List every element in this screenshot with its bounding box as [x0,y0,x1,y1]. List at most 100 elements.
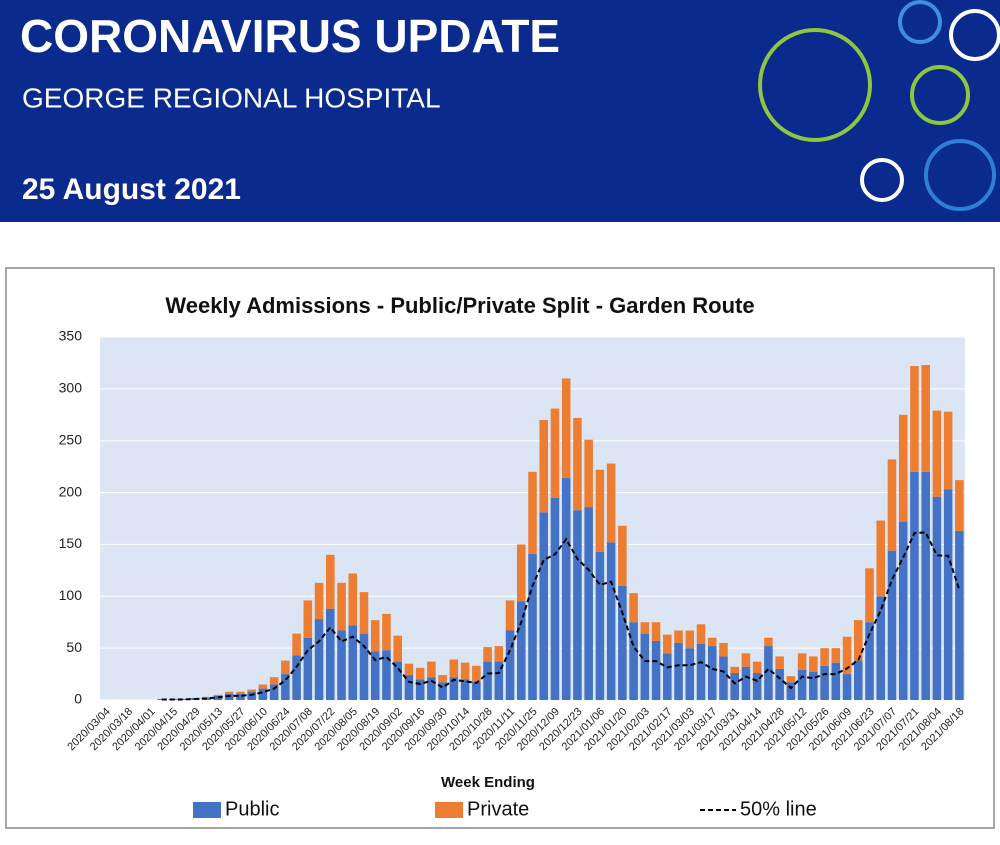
bar-segment [674,642,683,700]
bar-segment [202,696,211,698]
bar-segment [910,366,919,472]
bar-segment [550,497,560,700]
bar-segment [932,496,942,700]
bar-segment [663,634,672,654]
bar-segment [887,459,897,551]
bar-segment [337,630,346,700]
legend-label: Private [467,798,529,820]
bar-segment [820,648,829,666]
bar-segment [269,677,279,685]
bar-segment [516,601,526,700]
bar-segment [887,550,897,700]
bar-segment [449,677,459,700]
y-tick-label: 50 [66,639,82,655]
bar-segment [258,688,268,700]
bar-segment [427,677,436,700]
bar-segment [393,661,402,700]
bar-segment [820,665,829,700]
bar-segment [370,620,380,652]
bar-segment [831,648,841,663]
bar-segment [606,463,616,543]
bar-segment [921,471,930,700]
bar-segment [831,662,841,700]
bar-segment [326,554,335,609]
bar-segment [629,622,638,700]
x-axis-title: Week Ending [441,774,535,791]
bar-segment [696,624,706,644]
header-band [0,0,1000,222]
bar-segment [775,656,784,669]
bar-segment [281,660,290,675]
bar-segment [438,682,447,700]
bar-segment [303,600,313,638]
line-series [161,531,961,701]
bar-segment [314,619,324,700]
bar-segment [573,417,582,511]
bar-segment [741,666,751,700]
bar-segment [247,689,256,692]
bar-segment [663,653,672,700]
bar-segment [707,637,717,647]
bar-segment [528,471,537,554]
bar-segment [865,622,874,700]
bar-segment [898,521,908,700]
bar-segment [539,419,549,513]
bar-segment [764,637,773,647]
bar-segment [955,530,964,700]
bar-segment [921,365,930,472]
bar-segment [472,665,481,682]
bar-segment [752,661,762,674]
y-tick-label: 150 [59,535,83,551]
bar-segment [224,693,234,700]
bar-segment [640,633,650,700]
bar-segment [157,698,167,700]
y-tick-label: 300 [59,380,83,396]
bar-segment [359,633,369,700]
bar-segment [281,674,290,700]
chart-title: Weekly Admissions - Public/Private Split… [165,293,754,318]
bar-segment [764,646,773,700]
bar-segment [561,478,571,700]
bar-segment [348,625,358,700]
virus-decoration [758,0,1000,211]
bar-segment [528,553,537,700]
bar-segment [269,684,279,700]
bar-segment [494,661,504,700]
bar-segment [685,630,695,649]
bar-segment [224,691,234,694]
bar-segment [573,510,582,700]
bar-segment [303,637,313,700]
bar-segment [382,650,391,700]
bar-segment [236,693,245,700]
bar-segment [247,691,256,700]
bar-segment [797,653,807,670]
bar-segment [584,507,593,700]
bar-segment [943,411,953,490]
bar-segment [685,648,695,700]
legend-swatch [193,802,221,818]
bar-segment [427,661,436,678]
bar-segment [393,635,402,662]
bar-segment [809,656,818,672]
bar-segment [179,698,189,700]
bar-segment [741,653,751,667]
bar-segment [752,673,762,700]
bar-segment [505,600,515,631]
bar-segment [854,620,863,661]
bar-segment [910,471,919,700]
bar-segment [584,439,593,508]
bar-segment [898,414,908,522]
y-tick-label: 100 [59,587,83,603]
bar-segment [292,633,301,656]
header-subtitle: GEORGE REGIONAL HOSPITAL [22,82,441,113]
bar-segment [876,596,886,700]
bar-segment [483,661,492,700]
bar-segment [797,669,807,700]
bar-segment [483,647,492,662]
bar-segment [404,675,414,700]
bar-segment [955,480,964,531]
bar-segment [326,608,335,700]
bar-segment [460,662,470,680]
